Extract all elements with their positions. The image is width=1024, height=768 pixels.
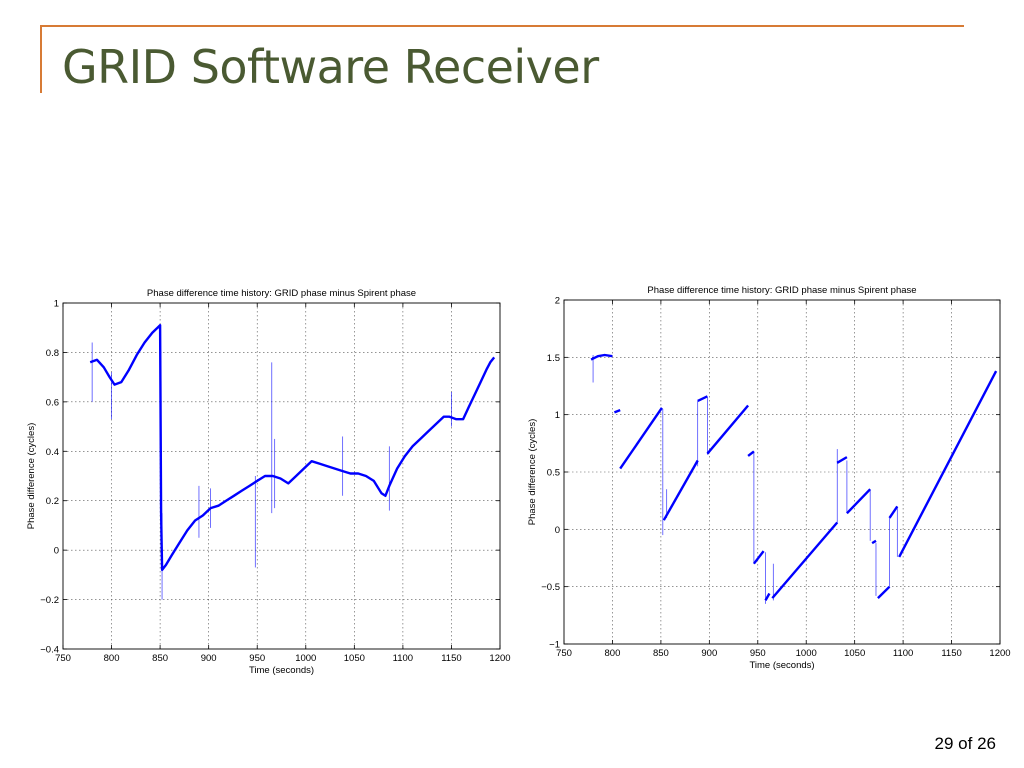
chart-1-title: Phase difference time history: GRID phas… (647, 285, 916, 296)
chart-0-xtick-label: 800 (104, 653, 120, 664)
chart-0-ylabel: Phase difference (cycles) (26, 423, 37, 530)
chart-1-segment-line (706, 404, 750, 455)
chart-0-ytick-label: 0.8 (46, 348, 59, 359)
chart-0-series-line (89, 324, 496, 572)
chart-1-ytick-label: 1.5 (547, 353, 560, 364)
chart-0-xtick-label: 950 (249, 653, 265, 664)
chart-1-segment-line (619, 407, 663, 470)
chart-0-axes-box (62, 302, 501, 650)
chart-1-ytick-label: −1 (549, 640, 560, 651)
chart-0-ytick-label: 1 (54, 299, 59, 310)
chart-1-segment-line (771, 521, 839, 599)
chart-0-xtick-label: 1200 (489, 653, 510, 664)
chart-1-ytick-label: 1 (555, 410, 560, 421)
chart-1-xtick-label: 850 (653, 648, 669, 659)
phase-chart-right-svg: Phase difference time history: GRID phas… (527, 285, 1011, 671)
chart-1-segment-line (590, 353, 613, 361)
chart-1-xtick-label: 900 (701, 648, 717, 659)
chart-1-segment-line (764, 592, 771, 601)
chart-0-ytick-label: 0 (54, 546, 59, 557)
chart-1-segment-line (662, 459, 699, 521)
chart-1-segment-line (846, 488, 872, 515)
chart-1-segment-line (888, 505, 899, 519)
chart-0-xtick-label: 1000 (295, 653, 316, 664)
chart-1-segment-line (871, 539, 877, 545)
chart-1-segment-line (836, 456, 848, 464)
chart-1-ytick-label: 0 (555, 525, 560, 536)
chart-0-xlabel: Time (seconds) (249, 665, 314, 676)
phase-chart-left: Phase difference time history: GRID phas… (20, 283, 520, 678)
chart-0-ytick-label: 0.6 (46, 397, 59, 408)
chart-0-xtick-label: 850 (152, 653, 168, 664)
chart-0-ytick-label: 0.2 (46, 496, 59, 507)
chart-0-ytick-label: 0.4 (46, 447, 59, 458)
slide-title: GRID Software Receiver (62, 40, 599, 94)
chart-1-xtick-label: 1150 (941, 648, 961, 659)
chart-1-segment-line (898, 370, 998, 558)
title-accent-bar (40, 25, 42, 93)
chart-1-xtick-label: 800 (605, 648, 621, 659)
chart-0-title: Phase difference time history: GRID phas… (147, 288, 416, 299)
chart-1-ytick-label: −0.5 (541, 582, 560, 593)
chart-0-xtick-label: 1050 (344, 653, 365, 664)
chart-1-ytick-label: 0.5 (547, 468, 560, 479)
phase-chart-left-svg: Phase difference time history: GRID phas… (26, 288, 511, 676)
chart-1-xtick-label: 1100 (893, 648, 913, 659)
chart-1-segment-line (877, 585, 891, 599)
chart-0-xtick-label: 750 (55, 653, 71, 664)
chart-1-ylabel: Phase difference (cycles) (527, 419, 538, 526)
chart-0-xtick-label: 900 (201, 653, 217, 664)
chart-0-xtick-label: 1100 (393, 653, 413, 664)
chart-0-ytick-label: −0.4 (40, 645, 59, 656)
chart-0-xtick-label: 1150 (441, 653, 461, 664)
chart-1-xtick-label: 750 (556, 648, 572, 659)
page-number: 29 of 26 (934, 734, 996, 753)
chart-1-ytick-label: 2 (555, 296, 560, 307)
chart-1-xtick-label: 1000 (796, 648, 817, 659)
chart-0-ytick-label: −0.2 (40, 595, 59, 606)
chart-1-segment-line (747, 450, 755, 457)
chart-1-xtick-label: 950 (750, 648, 766, 659)
chart-1-segment-line (752, 550, 765, 565)
chart-1-segment-line (697, 395, 708, 402)
phase-chart-right: Phase difference time history: GRID phas… (524, 280, 1024, 680)
chart-1-segment-line (613, 408, 621, 414)
chart-1-xlabel: Time (seconds) (749, 660, 814, 671)
chart-1-xtick-label: 1050 (844, 648, 865, 659)
chart-1-xtick-label: 1200 (989, 648, 1010, 659)
title-accent-rule (40, 25, 964, 27)
